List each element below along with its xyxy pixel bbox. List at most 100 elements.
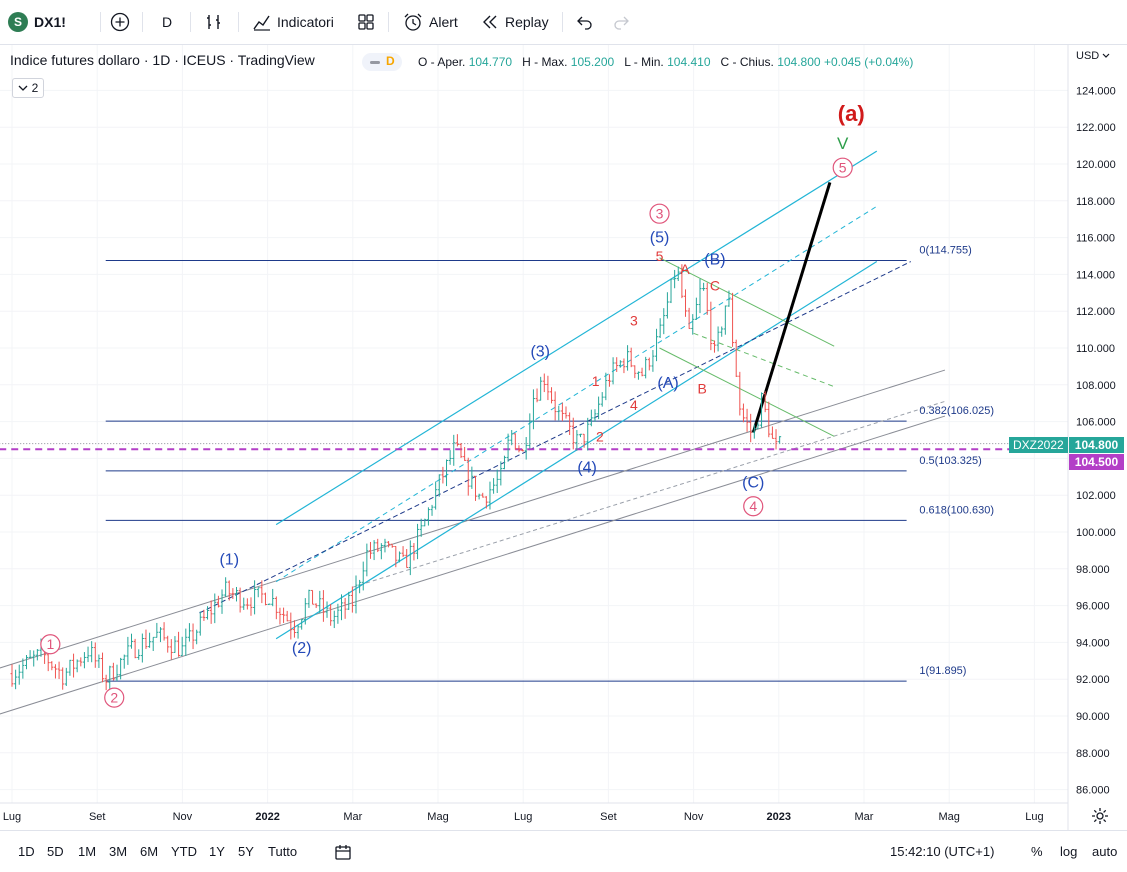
undo-button[interactable]	[576, 0, 594, 44]
wave-label-circle	[649, 203, 670, 224]
legend-d-badge: D	[386, 54, 395, 68]
ohlc-high-label: H - Max.	[522, 55, 568, 69]
wave-label: 1	[46, 636, 54, 652]
range-button-5d[interactable]: 5D	[47, 844, 64, 859]
grey-channel-lower	[0, 415, 946, 715]
log-toggle[interactable]: log	[1060, 844, 1078, 859]
time-tick-label: Nov	[684, 811, 704, 823]
price-tick-label: 86.000	[1076, 785, 1110, 797]
price-tick-label: 116.000	[1076, 233, 1115, 245]
indicators-button[interactable]: Indicatori	[252, 0, 334, 44]
fib-level-label: 1(91.895)	[919, 665, 966, 677]
percent-toggle[interactable]: %	[1031, 844, 1043, 859]
ohlc-open-label: O - Aper.	[418, 55, 466, 69]
date-range-button[interactable]	[334, 831, 352, 872]
chart-legend-title: Indice futures dollaro · 1D · ICEUS · Tr…	[10, 52, 315, 68]
toolbar-divider	[100, 12, 101, 32]
last-price-box: 104.800	[1069, 437, 1124, 453]
price-tick-label: 96.000	[1076, 601, 1110, 613]
legend-badge[interactable]: D	[362, 53, 402, 71]
range-button-5y[interactable]: 5Y	[238, 844, 254, 859]
price-tick-label: 92.000	[1076, 674, 1110, 686]
range-button-6m[interactable]: 6M	[140, 844, 159, 859]
range-button-1d[interactable]: 1D	[18, 844, 35, 859]
bar-style-icon	[207, 15, 220, 29]
wave-label: 5	[656, 248, 664, 264]
price-tick-label: 98.000	[1076, 564, 1110, 576]
legend-minus-icon	[370, 61, 380, 64]
clock-readout[interactable]: 15:42:10 (UTC+1)	[890, 844, 995, 859]
wave-label-circle	[832, 157, 853, 178]
fib-labels: 0(114.755) 0.382(106.025) 0.5(103.325) 0.61…	[919, 245, 994, 678]
green-channel-lower	[659, 347, 835, 437]
range-button-1m[interactable]: 1M	[78, 844, 97, 859]
legend-collapse-count: 2	[31, 81, 39, 95]
wave-label-circle	[40, 634, 61, 655]
wave-label-circle	[743, 496, 764, 517]
price-tick-label: 122.000	[1076, 122, 1116, 134]
wave-label: 5	[839, 160, 847, 176]
layouts-button[interactable]	[356, 0, 376, 44]
time-tick-label: Lug	[3, 811, 21, 823]
range-button-1y[interactable]: 1Y	[209, 844, 225, 859]
fib-level-label: 0.618(100.630)	[919, 504, 994, 516]
drawings[interactable]	[0, 150, 1099, 715]
green-channel-upper	[659, 257, 835, 347]
range-button-ytd[interactable]: YTD	[171, 844, 197, 859]
price-tick-label: 100.000	[1076, 527, 1116, 539]
alert-icon	[404, 13, 422, 31]
wave-label: (a)	[838, 101, 865, 126]
add-symbol-icon	[110, 12, 130, 32]
auto-toggle[interactable]: auto	[1092, 844, 1118, 859]
top-toolbar: S DX1! D Indicatori Alert Replay	[0, 0, 1127, 45]
wave-label-circle	[104, 687, 125, 708]
fib-level-label: 0.5(103.325)	[919, 455, 981, 467]
time-tick-label: Lug	[514, 811, 532, 823]
ohlc-low-value: 104.410	[667, 55, 711, 69]
toolbar-divider	[142, 12, 143, 32]
replay-button[interactable]: Replay	[480, 0, 549, 44]
price-tick-label: 106.000	[1076, 417, 1116, 429]
ohlc-close-label: C - Chius.	[720, 55, 774, 69]
price-tick-label: 114.000	[1076, 269, 1115, 281]
wave-label: 2	[110, 690, 118, 706]
layouts-icon	[358, 14, 374, 30]
time-tick-label: Nov	[173, 811, 193, 823]
time-tick-label: Mar	[855, 811, 874, 823]
symbol-logo-icon: S	[8, 12, 28, 32]
add-symbol-button[interactable]	[110, 0, 130, 44]
price-chart[interactable]: 0(114.755) 0.382(106.025) 0.5(103.325) 0.61…	[0, 45, 1127, 830]
chart-style-button[interactable]	[204, 0, 224, 44]
time-tick-label: Mar	[343, 811, 362, 823]
price-tick-label: 102.000	[1076, 490, 1116, 502]
redo-icon	[614, 16, 629, 30]
undo-icon	[577, 16, 592, 30]
currency-button[interactable]: USD	[1076, 50, 1110, 62]
navy-trend-line	[199, 261, 912, 614]
time-tick-label: Mag	[427, 811, 448, 823]
ohlc-change: +0.045 (+0.04%)	[823, 55, 914, 69]
wave-label: (C)	[742, 474, 764, 491]
redo-button[interactable]	[612, 0, 630, 44]
wave-label: (4)	[577, 460, 597, 477]
alert-button[interactable]: Alert	[402, 0, 458, 44]
legend-collapse-button[interactable]: 2	[12, 78, 44, 98]
symbol-search[interactable]: S DX1!	[8, 0, 66, 44]
replay-label: Replay	[505, 14, 549, 30]
range-button-3m[interactable]: 3M	[109, 844, 128, 859]
price-tick-label: 108.000	[1076, 380, 1116, 392]
green-channel-mid	[693, 332, 835, 388]
interval-button[interactable]: D	[162, 14, 173, 30]
range-button-tutto[interactable]: Tutto	[268, 844, 298, 859]
wave-label: (B)	[704, 252, 725, 269]
chart-settings-button[interactable]	[1090, 806, 1110, 831]
price-tick-label: 124.000	[1076, 85, 1116, 97]
wave-label: (3)	[530, 344, 550, 361]
time-tick-label: 2022	[255, 811, 279, 823]
time-tick-label: Mag	[938, 811, 959, 823]
price-tick-label: 90.000	[1076, 711, 1110, 723]
bottom-toolbar: 1D 5D 1M 3M 6M YTD 1Y 5Y Tutto 15:42:10 (UTC+1) …	[0, 830, 1127, 872]
wave-label: C	[710, 277, 720, 293]
fib-level-label: 0.382(106.025)	[919, 405, 994, 417]
chart-area[interactable]: 0(114.755) 0.382(106.025) 0.5(103.325) 0.61…	[0, 45, 1127, 830]
